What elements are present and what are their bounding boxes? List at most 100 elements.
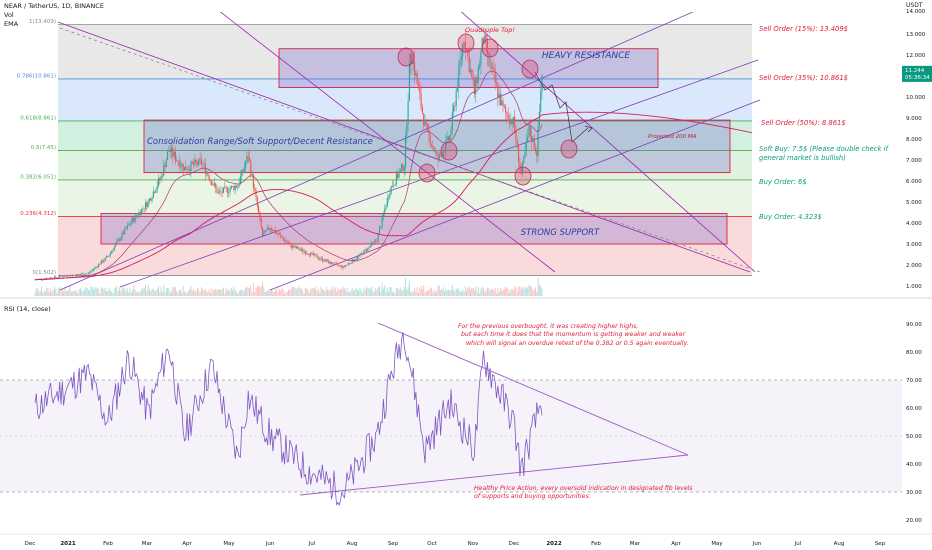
rsi-axis[interactable]: 90.00 80.00 70.00 60.00 50.00 40.00 30.00 20.00 — [906, 322, 922, 524]
price-axis[interactable]: 14.00013.00012.00011.00010.0009.0008.000… — [902, 9, 932, 290]
candle-body — [527, 136, 529, 142]
candle-body — [506, 111, 508, 115]
candle-body — [432, 145, 434, 148]
volume-bar — [416, 287, 418, 296]
candle-body — [230, 186, 232, 189]
volume-bar — [384, 285, 386, 296]
candle-body — [135, 215, 137, 217]
time-tick-2: Feb — [103, 541, 113, 547]
candle-body — [278, 234, 280, 236]
candle-body — [433, 147, 435, 152]
candle-body — [525, 141, 527, 151]
volume-bar — [329, 291, 331, 296]
candle-body — [498, 93, 500, 98]
candle-body — [69, 275, 71, 277]
volume-bar — [128, 292, 130, 296]
candle-body — [424, 121, 426, 126]
fib-label-4: 0.382(6.051) — [20, 174, 56, 180]
volume-bar — [529, 286, 531, 296]
candle-body — [216, 187, 218, 194]
volume-bar — [358, 290, 360, 296]
candle-body — [272, 229, 274, 232]
candle-body — [537, 126, 539, 156]
candle-body — [245, 163, 247, 168]
rsi-indicator-label[interactable]: RSI (14, close) — [4, 305, 51, 313]
volume-bar — [325, 286, 327, 296]
volume-bar — [445, 288, 447, 296]
candle-body — [482, 38, 485, 43]
candle-body — [50, 277, 52, 279]
candle-body — [154, 191, 156, 193]
candle-body — [59, 275, 61, 278]
candle-body — [419, 87, 421, 94]
candle-body — [157, 178, 160, 186]
candle-body — [77, 274, 79, 275]
volume-bar — [460, 291, 462, 296]
candle-body — [277, 233, 279, 235]
candle-body — [131, 218, 134, 223]
volume-bar — [74, 290, 76, 296]
volume-bar — [47, 287, 49, 296]
candle-body — [85, 273, 87, 275]
volume-bar — [116, 285, 118, 296]
volume-bar — [441, 289, 443, 296]
candle-body — [356, 256, 358, 260]
candle-body — [472, 76, 474, 81]
volume-bar — [90, 286, 92, 296]
highlight-circle-5 — [440, 141, 458, 161]
candle-body — [254, 187, 256, 190]
volume-bar — [486, 287, 488, 296]
candle-body — [193, 163, 195, 165]
volume-bar — [194, 290, 196, 296]
candle-body — [76, 274, 78, 276]
volume-bar — [57, 287, 59, 296]
volume-bar — [159, 291, 161, 296]
ema-indicator-label[interactable]: EMA — [4, 20, 19, 28]
currency-label[interactable]: USDT — [906, 2, 923, 9]
candle-body — [180, 166, 182, 168]
volume-bar — [336, 291, 338, 296]
candle-body — [256, 196, 258, 207]
time-tick-13: 2022 — [546, 541, 561, 547]
candle-body — [138, 212, 140, 216]
volume-bar — [290, 289, 292, 296]
volume-bar — [317, 288, 319, 296]
volume-bar — [459, 291, 461, 296]
volume-bar — [82, 291, 84, 296]
candle-body — [276, 233, 278, 234]
volume-bar — [511, 288, 513, 296]
volume-bar — [345, 290, 347, 296]
candle-body — [271, 228, 273, 230]
volume-bar — [453, 289, 455, 296]
volume-bar — [67, 291, 68, 296]
volume-bar — [137, 292, 139, 296]
candle-body — [469, 69, 472, 72]
volume-bar — [380, 291, 382, 296]
candle-body — [112, 250, 114, 252]
candle-body — [55, 276, 57, 278]
candle-body — [246, 156, 248, 164]
volume-bar — [242, 289, 244, 296]
volume-bar — [207, 291, 209, 296]
volume-bar — [480, 288, 482, 296]
candle-body — [95, 266, 97, 268]
volume-bar — [35, 288, 37, 296]
volume-bar — [367, 288, 369, 296]
rsi-line — [34, 332, 543, 507]
candle-body — [281, 235, 283, 238]
fib-label-1: 0.786(10.861) — [17, 73, 56, 79]
volume-bar — [204, 288, 206, 296]
volume-bar — [446, 290, 448, 296]
volume-bar — [321, 288, 323, 296]
time-tick-9: Sep — [388, 541, 399, 547]
candle-body — [514, 116, 516, 132]
candle-body — [520, 167, 522, 175]
candle-body — [320, 257, 322, 259]
volume-bar — [375, 288, 377, 296]
time-axis[interactable]: Dec 2021 Feb Mar Apr May Jun Jul Aug Sep Oct Nov Dec… — [0, 533, 932, 547]
volume-indicator-label[interactable]: Vol — [4, 11, 14, 19]
candle-body — [332, 263, 334, 265]
candle-body — [287, 242, 290, 244]
candle-body — [364, 249, 366, 251]
